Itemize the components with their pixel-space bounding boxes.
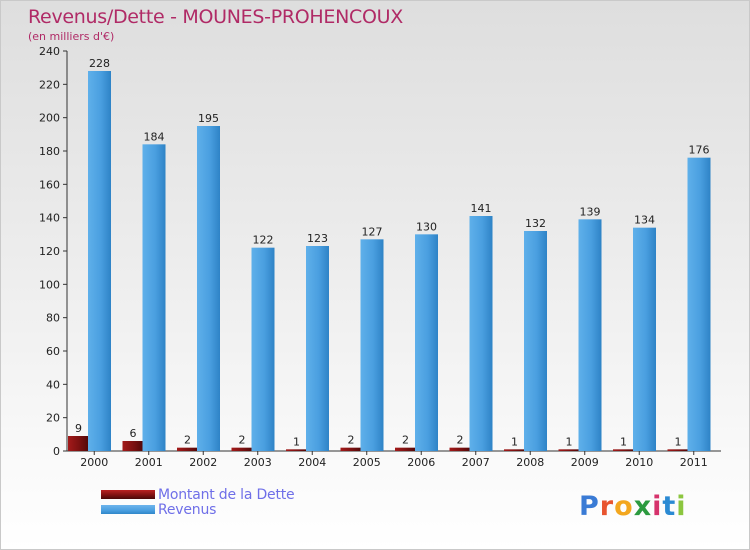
revenue-value-label: 127 xyxy=(362,225,383,238)
debt-bar xyxy=(395,447,416,451)
chart-bars xyxy=(68,71,711,452)
logo-letter: P xyxy=(579,491,600,522)
revenue-value-label: 141 xyxy=(471,202,492,215)
debt-value-label: 1 xyxy=(620,435,627,448)
logo-letter: t xyxy=(662,491,677,522)
debt-value-label: 1 xyxy=(566,435,573,448)
debt-value-label: 2 xyxy=(402,434,409,447)
legend-item-revenus: Revenus xyxy=(101,501,294,518)
revenue-bar xyxy=(578,219,602,451)
x-tick-label: 2011 xyxy=(680,456,708,469)
y-tick-label: 240 xyxy=(39,45,60,58)
data-labels: 9 228 6 184 2 195 2 122 1 123 2 127 2 130 2 141 1 132 1 139… xyxy=(75,57,710,448)
x-tick-label: 2001 xyxy=(135,456,163,469)
revenue-bar xyxy=(197,126,220,451)
proxiti-logo: Proxiti xyxy=(579,491,687,522)
y-tick-label: 140 xyxy=(39,212,60,225)
x-tick-label: 2000 xyxy=(80,456,108,469)
debt-bar xyxy=(613,449,634,451)
debt-value-label: 2 xyxy=(184,434,191,447)
debt-bar xyxy=(177,447,198,451)
y-tick-label: 80 xyxy=(46,312,60,325)
revenue-bar xyxy=(524,231,547,451)
debt-value-label: 1 xyxy=(675,435,682,448)
revenue-bar xyxy=(306,246,329,451)
debt-bar xyxy=(667,449,689,451)
x-tick-label: 2002 xyxy=(189,456,217,469)
revenue-value-label: 228 xyxy=(89,57,110,70)
y-tick-label: 160 xyxy=(39,178,60,191)
revenue-value-label: 122 xyxy=(253,234,274,247)
debt-bar xyxy=(231,447,253,451)
revenue-bar xyxy=(469,216,493,451)
legend-item-dette: Montant de la Dette xyxy=(101,486,295,503)
debt-value-label: 6 xyxy=(130,427,137,440)
debt-bar xyxy=(504,449,525,451)
logo-letter: i xyxy=(676,491,687,522)
revenue-bar xyxy=(142,144,166,452)
legend-swatch-revenus xyxy=(101,505,155,514)
revenue-bar xyxy=(88,71,111,451)
logo-letter: i xyxy=(652,491,663,522)
legend-swatch-dette xyxy=(101,490,155,499)
revenue-value-label: 130 xyxy=(416,220,437,233)
y-tick-label: 120 xyxy=(39,245,60,258)
y-tick-label: 0 xyxy=(53,445,60,458)
legend-label-dette: Montant de la Dette xyxy=(158,486,295,503)
debt-value-label: 2 xyxy=(239,434,246,447)
revenue-value-label: 132 xyxy=(525,217,546,230)
x-tick-label: 2005 xyxy=(353,456,381,469)
logo-letter: o xyxy=(614,491,634,522)
revenue-value-label: 176 xyxy=(689,144,710,157)
x-tick-label: 2007 xyxy=(462,456,490,469)
x-tick-label: 2006 xyxy=(407,456,435,469)
revenue-bar xyxy=(687,157,711,451)
debt-bar xyxy=(68,436,89,451)
debt-bar xyxy=(122,441,144,451)
logo-letter: x xyxy=(633,491,653,522)
debt-value-label: 1 xyxy=(511,435,518,448)
revenue-bar xyxy=(251,247,275,451)
revenue-value-label: 134 xyxy=(634,214,655,227)
revenue-value-label: 139 xyxy=(580,205,601,218)
debt-value-label: 2 xyxy=(348,434,355,447)
y-tick-label: 20 xyxy=(46,412,60,425)
y-tick-label: 200 xyxy=(39,112,60,125)
x-axis-ticks: 2000 2001 2002 2003 2004 2005 2006 2007 2008 2009… xyxy=(80,451,708,469)
x-tick-label: 2009 xyxy=(571,456,599,469)
x-tick-label: 2003 xyxy=(244,456,272,469)
legend-label-revenus: Revenus xyxy=(158,501,217,518)
revenue-bar xyxy=(633,227,656,451)
debt-bar xyxy=(286,449,307,451)
revenue-value-label: 195 xyxy=(198,112,219,125)
chart-subtitle: (en milliers d'€) xyxy=(28,30,115,43)
x-tick-label: 2008 xyxy=(516,456,544,469)
y-tick-label: 180 xyxy=(39,145,60,158)
y-tick-label: 40 xyxy=(46,378,60,391)
logo-letter: r xyxy=(599,491,615,522)
y-tick-label: 100 xyxy=(39,278,60,291)
revenue-value-label: 184 xyxy=(144,130,165,143)
x-tick-label: 2010 xyxy=(625,456,653,469)
chart-title: Revenus/Dette - MOUNES-PROHENCOUX xyxy=(28,6,403,28)
y-tick-label: 220 xyxy=(39,78,60,91)
x-tick-label: 2004 xyxy=(298,456,326,469)
revenue-bar xyxy=(360,239,384,451)
debt-value-label: 2 xyxy=(457,434,464,447)
debt-bar xyxy=(558,449,580,451)
revenue-value-label: 123 xyxy=(307,232,328,245)
revenue-bar xyxy=(415,234,438,451)
chart-legend: Montant de la Dette Revenus xyxy=(101,486,295,518)
debt-value-label: 9 xyxy=(75,422,82,435)
debt-bar xyxy=(340,447,362,451)
y-tick-label: 60 xyxy=(46,345,60,358)
debt-bar xyxy=(449,447,471,451)
y-axis-ticks: 0 20 40 60 80 100 120 140 160 180 200 220 240 xyxy=(39,45,67,458)
debt-value-label: 1 xyxy=(293,435,300,448)
